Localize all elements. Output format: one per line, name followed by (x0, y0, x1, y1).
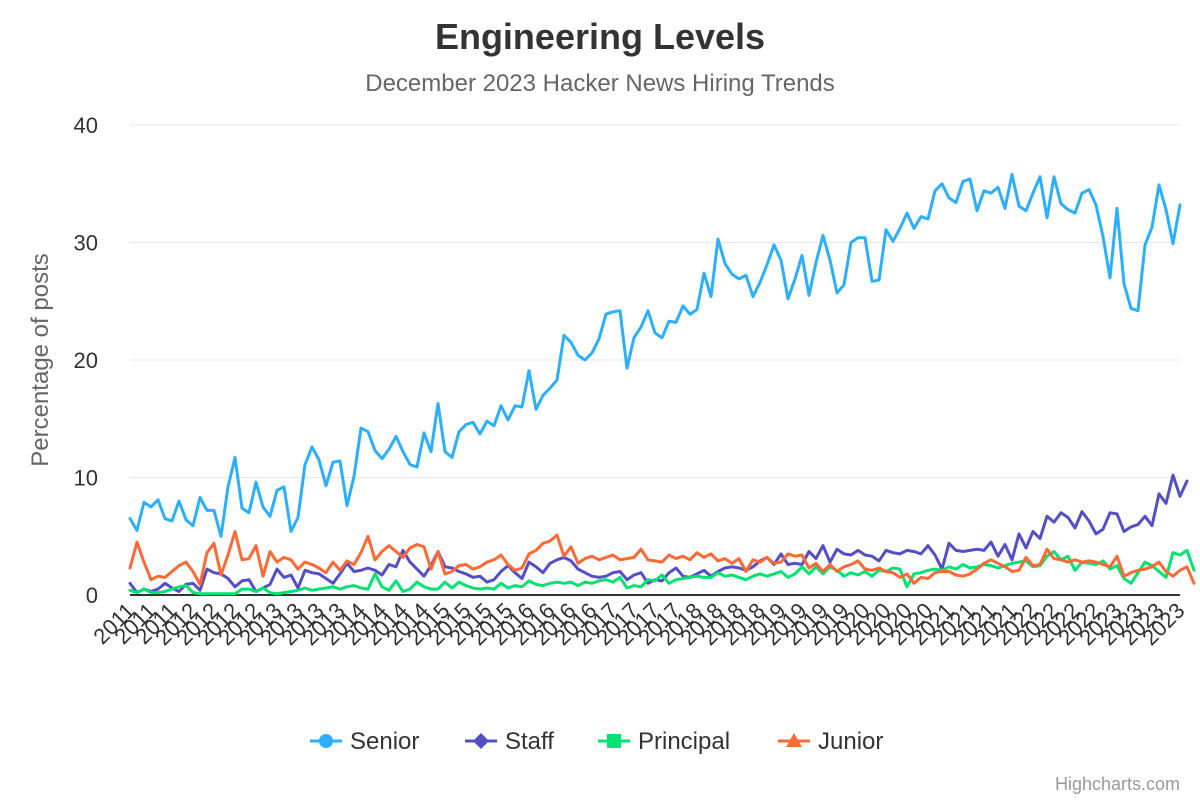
chart-subtitle: December 2023 Hacker News Hiring Trends (365, 70, 835, 97)
legend: Senior Staff Principal Junior (310, 728, 883, 755)
y-tick-label: 20 (74, 348, 98, 373)
series-line-principal[interactable] (128, 548, 1196, 596)
series-line-junior[interactable] (128, 530, 1196, 586)
y-axis-ticks: 0 10 20 30 40 (74, 113, 98, 608)
legend-symbol-triangle (786, 733, 802, 747)
credits-link[interactable]: Highcharts.com (1055, 774, 1180, 794)
legend-symbol-square (607, 734, 621, 748)
legend-label: Senior (350, 728, 419, 755)
legend-item-staff[interactable]: Staff (465, 728, 554, 755)
y-axis-label: Percentage of posts (27, 253, 54, 466)
grid-lines (130, 124, 1180, 596)
legend-item-principal[interactable]: Principal (598, 728, 730, 755)
x-axis-ticks: 2011201120112012201220122012201320132013… (88, 598, 1189, 650)
legend-label: Principal (638, 728, 730, 755)
y-tick-label: 0 (86, 583, 98, 608)
y-tick-label: 40 (74, 113, 98, 138)
y-tick-label: 30 (74, 231, 98, 256)
legend-symbol-diamond (473, 733, 489, 749)
legend-label: Staff (505, 728, 554, 755)
y-tick-label: 10 (74, 466, 98, 491)
chart-title: Engineering Levels (435, 16, 765, 57)
legend-item-junior[interactable]: Junior (778, 728, 883, 755)
series-line-senior[interactable] (128, 172, 1182, 538)
plot-series (128, 172, 1196, 596)
legend-symbol-circle (319, 734, 333, 748)
legend-item-senior[interactable]: Senior (310, 728, 419, 755)
series-line-staff[interactable] (128, 473, 1189, 595)
legend-label: Junior (818, 728, 883, 755)
